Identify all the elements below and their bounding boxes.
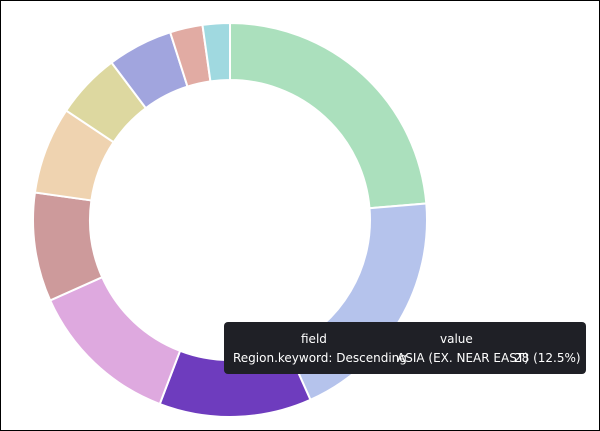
tooltip-header: value [440, 332, 473, 346]
donut-slice[interactable] [229, 21, 428, 210]
donut-slice[interactable] [48, 275, 182, 406]
tooltip-value: 28 (12.5%) [514, 351, 581, 365]
tooltip: field value Region.keyword: Descending A… [224, 322, 586, 374]
tooltip-header: field [301, 332, 327, 346]
donut-slice[interactable] [201, 21, 231, 83]
tooltip-category: ASIA (EX. NEAR EAST) [397, 351, 529, 365]
tooltip-field: Region.keyword: Descending [233, 351, 407, 365]
